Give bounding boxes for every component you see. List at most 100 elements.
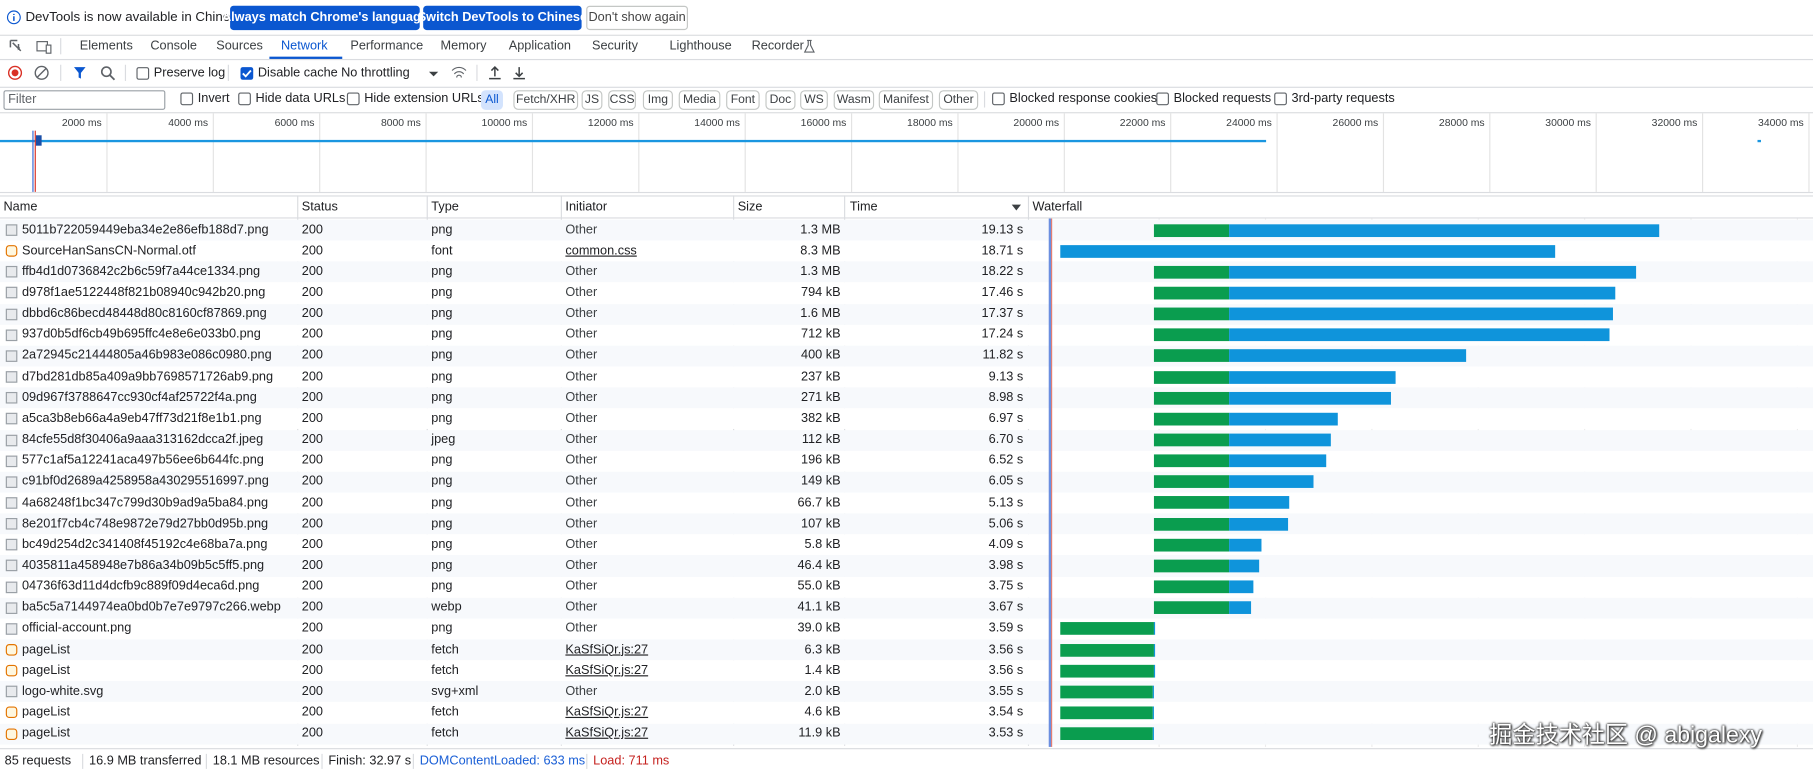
checkbox-label[interactable]: Invert (197, 91, 230, 106)
request-name[interactable]: pageList (21, 642, 71, 657)
request-name[interactable]: a5ca3b8eb66a4a9eb47ff73d21f8e1b1.png (21, 411, 262, 426)
infobar-button[interactable]: Don't show again (586, 5, 688, 31)
checkbox[interactable] (1274, 92, 1287, 106)
record-button[interactable] (7, 65, 23, 81)
request-name[interactable]: pageList (21, 726, 71, 741)
checkbox[interactable] (1156, 92, 1169, 106)
request-name[interactable]: bc49d254d2c341408f45192c4e68ba7a.png (21, 537, 268, 552)
tab[interactable]: Sources (216, 39, 263, 54)
filter-type-chip[interactable]: Manifest (878, 90, 934, 110)
tab[interactable]: Recorder (751, 39, 804, 54)
recorder-icon[interactable] (801, 38, 817, 54)
tab[interactable]: Performance (350, 39, 424, 54)
network-conditions[interactable] (451, 65, 467, 81)
column-header[interactable]: Size (737, 199, 763, 214)
search-button[interactable] (99, 65, 116, 81)
tab[interactable]: Lighthouse (669, 39, 732, 54)
column-header[interactable]: Type (431, 199, 459, 214)
row-icon (5, 350, 18, 362)
request-name[interactable]: 84cfe55d8f30406a9aaa313162dcca2f.jpeg (21, 432, 264, 447)
checkbox[interactable] (180, 92, 194, 106)
checkbox-label[interactable]: Hide extension URLs (364, 91, 484, 106)
request-name[interactable]: d7bd281db85a409a9bb7698571726ab9.png (21, 369, 274, 384)
filter-type-chip[interactable]: Media (678, 90, 721, 110)
checkbox-label[interactable]: 3rd-party requests (1291, 91, 1395, 106)
import-har[interactable] (487, 65, 503, 81)
column-header[interactable]: Name (3, 199, 38, 214)
filter-type-chip[interactable]: Wasm (833, 90, 875, 110)
checkbox-label[interactable]: Blocked response cookies (1009, 91, 1158, 106)
row-icon (5, 329, 18, 341)
initiator[interactable]: KaSfSiQr.js:27 (565, 726, 649, 741)
filter-input[interactable]: Filter (3, 90, 166, 110)
export-har[interactable] (511, 65, 527, 81)
tab[interactable]: Console (150, 39, 197, 54)
column-header[interactable]: Waterfall (1032, 199, 1083, 214)
checkbox[interactable] (238, 92, 251, 106)
checkbox[interactable] (240, 67, 254, 80)
filter-type-chip[interactable]: JS (581, 90, 603, 110)
filter-type-chip[interactable]: WS (800, 90, 828, 110)
request-name[interactable]: pageList (21, 705, 71, 720)
request-name[interactable]: 8e201f7cb4c748e9872e79d27bb0d95b.png (21, 516, 269, 531)
request-name[interactable]: 04736f63d11d4dcfb9c889f09d4eca6d.png (21, 579, 260, 594)
column-header[interactable]: Initiator (565, 199, 608, 214)
waterfall-waiting (1060, 664, 1154, 678)
request-name[interactable]: official-account.png (21, 621, 132, 636)
initiator[interactable]: KaSfSiQr.js:27 (565, 705, 649, 720)
request-name[interactable]: d978f1ae5122448f821b08940c942b20.png (21, 285, 266, 300)
request-name[interactable]: SourceHanSansCN-Normal.otf (21, 243, 196, 258)
table-row (0, 429, 1813, 451)
tab[interactable]: Application (508, 39, 571, 54)
request-name[interactable]: 4a68248f1bc347c799d30b9ad9a5ba84.png (21, 495, 269, 510)
tab[interactable]: Memory (440, 39, 487, 54)
request-name[interactable]: 2a72945c21444805a46b983e086c0980.png (21, 348, 272, 363)
checkbox-label[interactable]: Hide data URLs (255, 91, 346, 106)
filter-type-chip[interactable]: CSS (608, 90, 636, 110)
request-name[interactable]: ffb4d1d0736842c2b6c59f7a44ce1334.png (21, 264, 261, 279)
column-header[interactable]: Status (301, 199, 338, 214)
initiator[interactable]: KaSfSiQr.js:27 (565, 663, 649, 678)
overview-grid-line (1702, 113, 1704, 192)
request-name[interactable]: dbbd6c86becd48448d80c8160cf87869.png (21, 306, 267, 321)
filter-type-chip[interactable]: Doc (765, 90, 796, 110)
checkbox-label[interactable]: Blocked requests (1173, 91, 1272, 106)
request-name[interactable]: pageList (21, 663, 71, 678)
filter-type-chip[interactable]: Fetch/XHR (513, 90, 579, 110)
request-name[interactable]: 09d967f3788647cc930cf4af25722f4a.png (21, 390, 257, 405)
inspect-icon[interactable] (8, 38, 24, 54)
tab[interactable]: Security (592, 39, 638, 54)
resource-type: png (431, 474, 453, 489)
resource-type: png (431, 264, 453, 279)
initiator[interactable]: common.css (565, 243, 637, 258)
filter-type-chip[interactable]: Other (938, 90, 979, 110)
request-name[interactable]: 577c1af5a12241aca497b56ee6b644fc.png (21, 453, 264, 468)
checkbox-label[interactable]: Preserve log (153, 65, 226, 80)
checkbox-label[interactable]: Disable cache (257, 65, 338, 80)
clear-button[interactable] (34, 65, 50, 81)
device-icon[interactable] (36, 38, 52, 54)
tab[interactable]: Elements (79, 39, 133, 54)
infobar-button[interactable]: Switch DevTools to Chinese (418, 5, 587, 31)
throttling-select[interactable]: No throttling (341, 65, 410, 80)
table-row (0, 702, 1813, 724)
request-name[interactable]: c91bf0d2689a4258958a430295516997.png (21, 474, 269, 489)
filter-type-chip[interactable]: Font (726, 90, 760, 110)
tab[interactable]: Network (280, 39, 328, 54)
infobar-button[interactable]: Always match Chrome's language (222, 5, 428, 31)
filter-type-chip[interactable]: Img (642, 90, 673, 110)
column-header[interactable]: Time (849, 199, 878, 214)
request-name[interactable]: 5011b722059449eba34e2e86efb188d7.png (21, 222, 269, 237)
checkbox[interactable] (136, 67, 150, 80)
filter-type-chip[interactable]: All (481, 90, 503, 110)
initiator[interactable]: KaSfSiQr.js:27 (565, 642, 649, 657)
checkbox[interactable] (346, 92, 360, 106)
checkbox[interactable] (992, 92, 1005, 106)
request-name[interactable]: 937d0b5df6cb49b695ffc4e8e6e033b0.png (21, 327, 261, 342)
request-name[interactable]: logo-white.svg (21, 684, 104, 699)
filter-button[interactable] (72, 65, 88, 81)
status-code: 200 (301, 705, 324, 720)
request-name[interactable]: 4035811a458948e7b86a34b09b5c5ff5.png (21, 558, 265, 573)
time: 6.05 s (988, 474, 1024, 489)
request-name[interactable]: ba5c5a7144974ea0bd0b7e7e9797c266.webp (21, 600, 281, 615)
